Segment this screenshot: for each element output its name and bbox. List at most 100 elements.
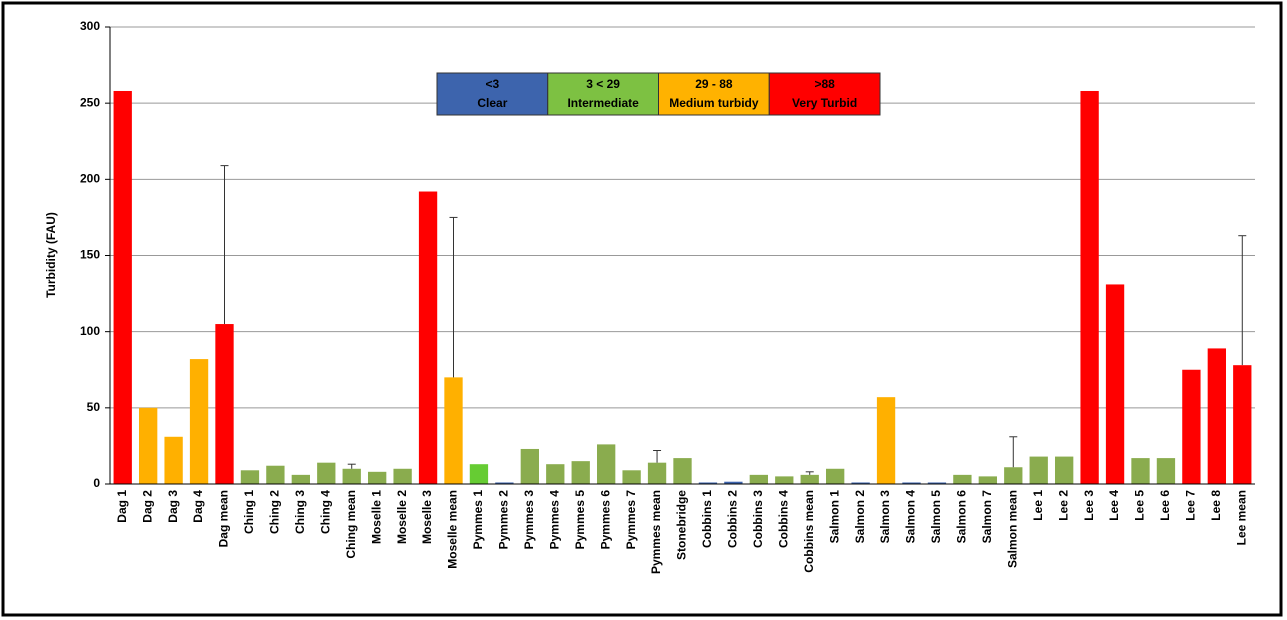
x-tick-label: Dag 2 bbox=[140, 490, 154, 523]
bar bbox=[800, 474, 819, 484]
x-tick-label: Lee 3 bbox=[1082, 490, 1096, 521]
bar bbox=[673, 458, 692, 484]
x-tick-label: Ching 2 bbox=[268, 490, 282, 534]
x-tick-label: Lee mean bbox=[1234, 490, 1248, 545]
legend-swatch bbox=[436, 72, 549, 116]
x-tick-label: Dag 1 bbox=[115, 490, 129, 523]
x-tick-label: Ching mean bbox=[344, 490, 358, 559]
bar bbox=[418, 191, 438, 484]
bar bbox=[597, 444, 616, 484]
y-tick-label: 0 bbox=[93, 476, 100, 490]
x-tick-label: Pymmes 7 bbox=[624, 490, 638, 550]
x-tick-label: Pymmes 4 bbox=[547, 490, 561, 550]
x-tick-label: Salmon 4 bbox=[904, 490, 918, 544]
bar bbox=[927, 482, 947, 484]
bar bbox=[444, 377, 463, 484]
x-tick-label: Cobbins 4 bbox=[776, 490, 790, 548]
bar bbox=[1080, 90, 1099, 484]
x-tick-label: Moselle 2 bbox=[395, 490, 409, 544]
y-tick-label: 150 bbox=[80, 248, 100, 262]
bar bbox=[139, 407, 158, 484]
x-tick-label: Salmon 1 bbox=[827, 490, 841, 544]
bar bbox=[317, 462, 336, 484]
y-tick-label: 100 bbox=[80, 324, 100, 338]
x-tick-label: Stonebridge bbox=[675, 490, 689, 560]
legend-swatch bbox=[547, 72, 659, 116]
x-tick-label: Lee 6 bbox=[1158, 490, 1172, 521]
bar bbox=[647, 462, 667, 484]
x-tick-label: Lee 7 bbox=[1184, 490, 1198, 521]
x-tick-label: Lee 2 bbox=[1056, 490, 1070, 521]
bar bbox=[698, 482, 718, 484]
bar bbox=[342, 468, 361, 484]
x-tick-label: Dag 3 bbox=[166, 490, 180, 523]
bar bbox=[189, 359, 209, 484]
x-tick-label: Moselle 1 bbox=[369, 490, 383, 544]
bar bbox=[826, 468, 845, 484]
bar bbox=[622, 470, 641, 484]
bar bbox=[1029, 456, 1048, 484]
x-tick-label: Dag mean bbox=[217, 490, 231, 547]
bar bbox=[240, 470, 260, 484]
legend-range: 3 < 29 bbox=[586, 77, 620, 91]
bar bbox=[393, 468, 412, 484]
x-tick-label: Pymmes 1 bbox=[471, 490, 485, 550]
bar bbox=[164, 436, 183, 484]
x-tick-label: Moselle 3 bbox=[420, 490, 434, 544]
bar bbox=[978, 476, 997, 484]
x-tick-label: Pymmes 6 bbox=[598, 490, 612, 550]
bar bbox=[775, 476, 794, 484]
x-tick-label: Dag 4 bbox=[191, 490, 205, 523]
bar bbox=[1131, 458, 1150, 484]
x-tick-label: Pymmes 3 bbox=[522, 490, 536, 550]
legend-swatch bbox=[768, 72, 881, 116]
legend-label: Very Turbid bbox=[792, 96, 857, 110]
bar bbox=[1207, 348, 1226, 484]
x-tick-label: Lee 1 bbox=[1031, 490, 1045, 521]
legend-range: >88 bbox=[814, 77, 835, 91]
x-tick-label: Pymmes 5 bbox=[573, 490, 587, 550]
x-tick-label: Lee 8 bbox=[1209, 490, 1223, 521]
x-tick-label: Ching 3 bbox=[293, 490, 307, 534]
y-tick-label: 200 bbox=[80, 172, 100, 186]
bar bbox=[1182, 369, 1201, 484]
bar bbox=[1233, 365, 1252, 484]
bar bbox=[953, 474, 972, 484]
bar bbox=[749, 474, 768, 484]
bar bbox=[469, 464, 489, 484]
x-tick-label: Pymmes mean bbox=[649, 490, 663, 574]
bar bbox=[1055, 456, 1074, 484]
x-tick-label: Salmon 2 bbox=[853, 490, 867, 544]
bar bbox=[495, 482, 514, 484]
x-tick-label: Ching 4 bbox=[318, 490, 332, 534]
bar bbox=[571, 461, 590, 484]
bar bbox=[902, 482, 921, 484]
legend-range: 29 - 88 bbox=[695, 77, 733, 91]
bar bbox=[1004, 467, 1023, 484]
x-tick-label: Salmon 6 bbox=[955, 490, 969, 544]
x-tick-label: Cobbins mean bbox=[802, 490, 816, 573]
legend-label: Clear bbox=[477, 96, 507, 110]
x-tick-label: Ching 1 bbox=[242, 490, 256, 534]
x-tick-label: Lee 4 bbox=[1107, 490, 1121, 521]
legend-swatch bbox=[658, 72, 770, 116]
bar bbox=[1105, 284, 1125, 484]
bar bbox=[546, 464, 565, 484]
x-tick-label: Salmon mean bbox=[1005, 490, 1019, 568]
x-tick-label: Moselle mean bbox=[446, 490, 460, 569]
bar bbox=[215, 324, 234, 484]
x-tick-label: Cobbins 2 bbox=[726, 490, 740, 548]
legend-range: <3 bbox=[486, 77, 500, 91]
x-tick-label: Salmon 7 bbox=[980, 490, 994, 544]
x-tick-label: Cobbins 1 bbox=[700, 490, 714, 548]
y-tick-label: 300 bbox=[80, 19, 100, 33]
y-tick-label: 250 bbox=[80, 95, 100, 109]
bar bbox=[113, 90, 132, 484]
bar bbox=[368, 471, 387, 484]
x-tick-label: Lee 5 bbox=[1133, 490, 1147, 521]
bar bbox=[266, 465, 285, 484]
bar bbox=[1156, 458, 1176, 484]
legend-label: Intermediate bbox=[567, 96, 639, 110]
y-tick-label: 50 bbox=[87, 400, 101, 414]
